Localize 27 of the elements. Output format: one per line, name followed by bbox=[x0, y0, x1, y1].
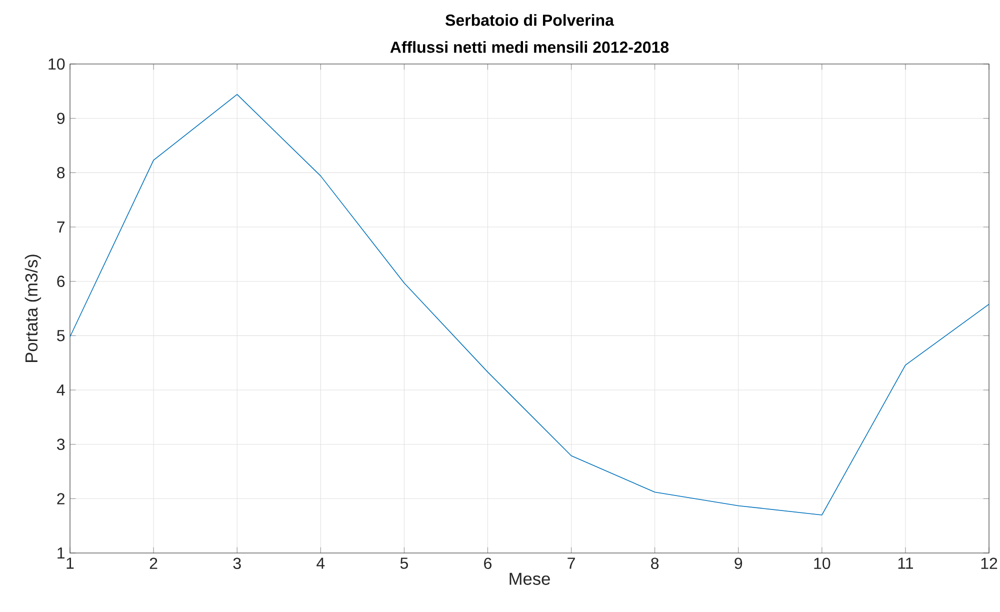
x-tick-label: 7 bbox=[568, 558, 575, 569]
y-tick-label: 8 bbox=[57, 167, 65, 178]
x-axis-title: Mese bbox=[510, 572, 550, 585]
x-tick-label: 3 bbox=[233, 558, 241, 570]
x-tick-label: 12 bbox=[981, 558, 998, 569]
line-series bbox=[70, 94, 990, 516]
x-tick-label: 6 bbox=[484, 558, 492, 570]
y-tick-label: 10 bbox=[48, 58, 65, 70]
x-tick-label: 11 bbox=[898, 558, 913, 569]
y-tick-label: 3 bbox=[57, 438, 65, 450]
y-tick-label: 9 bbox=[57, 112, 65, 124]
chart-title: Serbatoio di Polverina bbox=[446, 14, 614, 26]
y-tick-label: 1 bbox=[58, 548, 65, 559]
x-tick-label: 8 bbox=[651, 558, 659, 570]
x-tick-label: 5 bbox=[400, 558, 408, 569]
y-tick-label: 2 bbox=[57, 493, 64, 504]
x-tick-label: 2 bbox=[150, 558, 158, 569]
chart-subtitle: Afflussi netti medi mensili 2012-2018 bbox=[390, 41, 669, 53]
x-tick-label: 4 bbox=[316, 558, 325, 569]
x-tick-label: 9 bbox=[734, 558, 742, 570]
y-tick-label: 6 bbox=[57, 276, 65, 287]
y-tick-label: 7 bbox=[57, 222, 64, 233]
x-tick-label: 1 bbox=[66, 558, 74, 569]
y-axis-title: Portata (m3/s) bbox=[24, 254, 42, 362]
x-tick-label: 10 bbox=[814, 558, 830, 570]
y-tick-label: 5 bbox=[57, 330, 65, 342]
y-tick-label: 4 bbox=[56, 384, 65, 396]
